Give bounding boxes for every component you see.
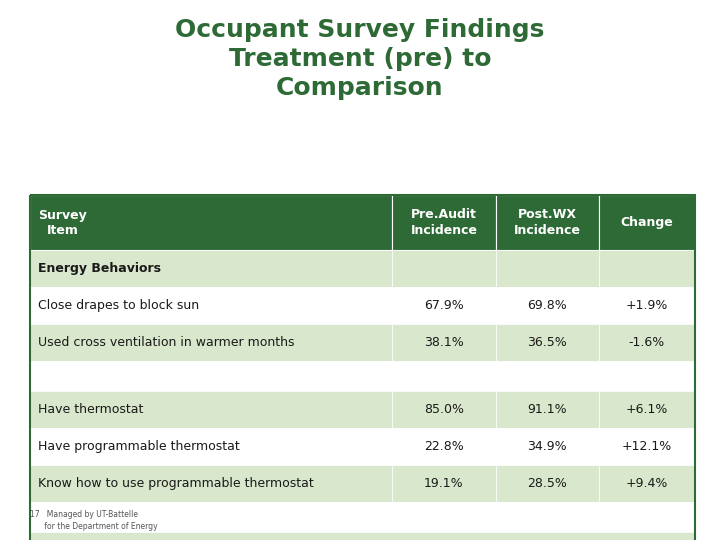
Text: 38.1%: 38.1% [424,336,464,349]
Bar [598,391,695,428]
Text: 67.9%: 67.9% [424,299,464,312]
Bar [598,287,695,324]
Bar [30,428,392,465]
Bar [392,195,495,250]
Text: -1.6%: -1.6% [629,336,665,349]
Bar [598,428,695,465]
Text: Survey
Item: Survey Item [38,208,86,237]
Text: Pre.Audit
Incidence: Pre.Audit Incidence [410,208,477,237]
Bar [495,287,598,324]
Bar [495,324,598,361]
Bar [495,195,598,250]
Text: Post.WX
Incidence: Post.WX Incidence [513,208,580,237]
Bar [392,391,495,428]
Bar [30,250,392,287]
Bar [30,361,392,391]
Bar [392,324,495,361]
Text: 91.1%: 91.1% [527,403,567,416]
Bar [598,465,695,502]
Bar [30,502,392,532]
Text: 19.1%: 19.1% [424,477,464,490]
Bar [598,324,695,361]
Text: Have programmable thermostat: Have programmable thermostat [38,440,240,453]
Bar [392,428,495,465]
Bar [392,287,495,324]
Bar [598,502,695,532]
Bar [392,250,495,287]
Text: 17   Managed by UT-Battelle
      for the Department of Energy: 17 Managed by UT-Battelle for the Depart… [30,510,158,531]
Bar [30,532,695,540]
Bar [30,287,392,324]
Text: Know how to use programmable thermostat: Know how to use programmable thermostat [38,477,314,490]
Text: Have thermostat: Have thermostat [38,403,143,416]
Bar [30,465,392,502]
Text: Occupant Survey Findings
Treatment (pre) to
Comparison: Occupant Survey Findings Treatment (pre)… [175,18,545,99]
Bar [495,391,598,428]
Bar [30,324,392,361]
Text: 22.8%: 22.8% [424,440,464,453]
Text: Used cross ventilation in warmer months: Used cross ventilation in warmer months [38,336,294,349]
Bar [392,502,495,532]
Text: +9.4%: +9.4% [626,477,668,490]
Text: Close drapes to block sun: Close drapes to block sun [38,299,199,312]
Bar [598,195,695,250]
Bar [495,502,598,532]
Bar [495,361,598,391]
Bar [392,465,495,502]
Text: Change: Change [621,216,673,229]
Text: Energy Behaviors: Energy Behaviors [38,262,161,275]
Bar [30,195,695,540]
Bar [598,361,695,391]
Bar [392,361,495,391]
Text: 69.8%: 69.8% [527,299,567,312]
Bar [495,465,598,502]
Text: +1.9%: +1.9% [626,299,668,312]
Text: +6.1%: +6.1% [626,403,668,416]
Text: 85.0%: 85.0% [424,403,464,416]
Bar [30,195,392,250]
Text: +12.1%: +12.1% [621,440,672,453]
Bar [30,391,392,428]
Text: 34.9%: 34.9% [527,440,567,453]
Text: 36.5%: 36.5% [527,336,567,349]
Text: 28.5%: 28.5% [527,477,567,490]
Bar [495,428,598,465]
Bar [495,250,598,287]
Bar [598,250,695,287]
